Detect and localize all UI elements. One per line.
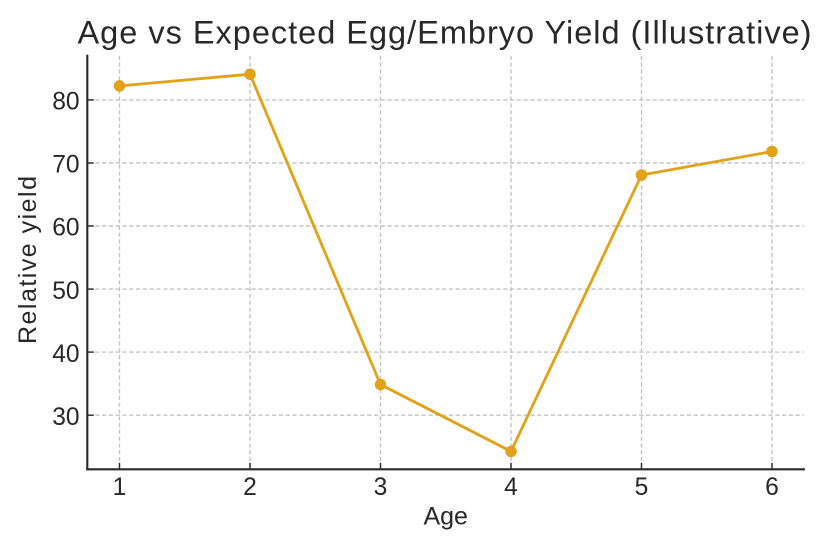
svg-text:1: 1 bbox=[113, 474, 127, 501]
svg-text:Age vs Expected Egg/Embryo Yie: Age vs Expected Egg/Embryo Yield (Illust… bbox=[78, 15, 812, 51]
svg-text:2: 2 bbox=[243, 474, 257, 501]
svg-text:40: 40 bbox=[52, 341, 79, 368]
svg-text:70: 70 bbox=[52, 152, 79, 179]
svg-text:4: 4 bbox=[504, 474, 518, 501]
svg-text:30: 30 bbox=[52, 404, 79, 431]
svg-text:80: 80 bbox=[52, 89, 79, 116]
svg-text:6: 6 bbox=[765, 474, 779, 501]
svg-text:Age: Age bbox=[423, 503, 467, 531]
svg-text:60: 60 bbox=[52, 215, 79, 242]
svg-text:3: 3 bbox=[374, 474, 388, 501]
svg-text:Relative yield: Relative yield bbox=[14, 176, 42, 344]
svg-text:50: 50 bbox=[52, 278, 79, 305]
svg-text:5: 5 bbox=[635, 474, 649, 501]
